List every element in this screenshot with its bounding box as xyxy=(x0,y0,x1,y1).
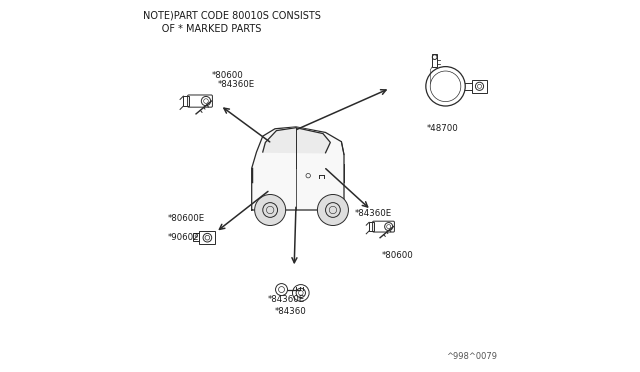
Text: *80600: *80600 xyxy=(212,71,244,80)
Bar xyxy=(184,96,189,106)
Polygon shape xyxy=(263,128,330,153)
Text: NOTE)PART CODE 80010S CONSISTS
      OF * MARKED PARTS: NOTE)PART CODE 80010S CONSISTS OF * MARK… xyxy=(143,11,321,34)
Text: ^998^0079: ^998^0079 xyxy=(446,352,497,361)
Text: *84360: *84360 xyxy=(275,308,307,317)
Text: *90602: *90602 xyxy=(168,232,200,241)
Bar xyxy=(193,233,200,241)
Polygon shape xyxy=(252,127,344,210)
Bar xyxy=(369,222,374,231)
Bar xyxy=(200,231,216,244)
Text: *80600: *80600 xyxy=(382,251,414,260)
Text: *84360E: *84360E xyxy=(355,209,392,218)
Circle shape xyxy=(255,195,285,225)
Circle shape xyxy=(317,195,348,225)
Text: *48700: *48700 xyxy=(426,124,458,133)
Bar xyxy=(432,54,437,67)
Text: *84360E: *84360E xyxy=(218,80,255,89)
Text: *80600E: *80600E xyxy=(168,214,205,223)
Bar xyxy=(472,80,487,93)
Text: *84360E: *84360E xyxy=(268,295,305,304)
